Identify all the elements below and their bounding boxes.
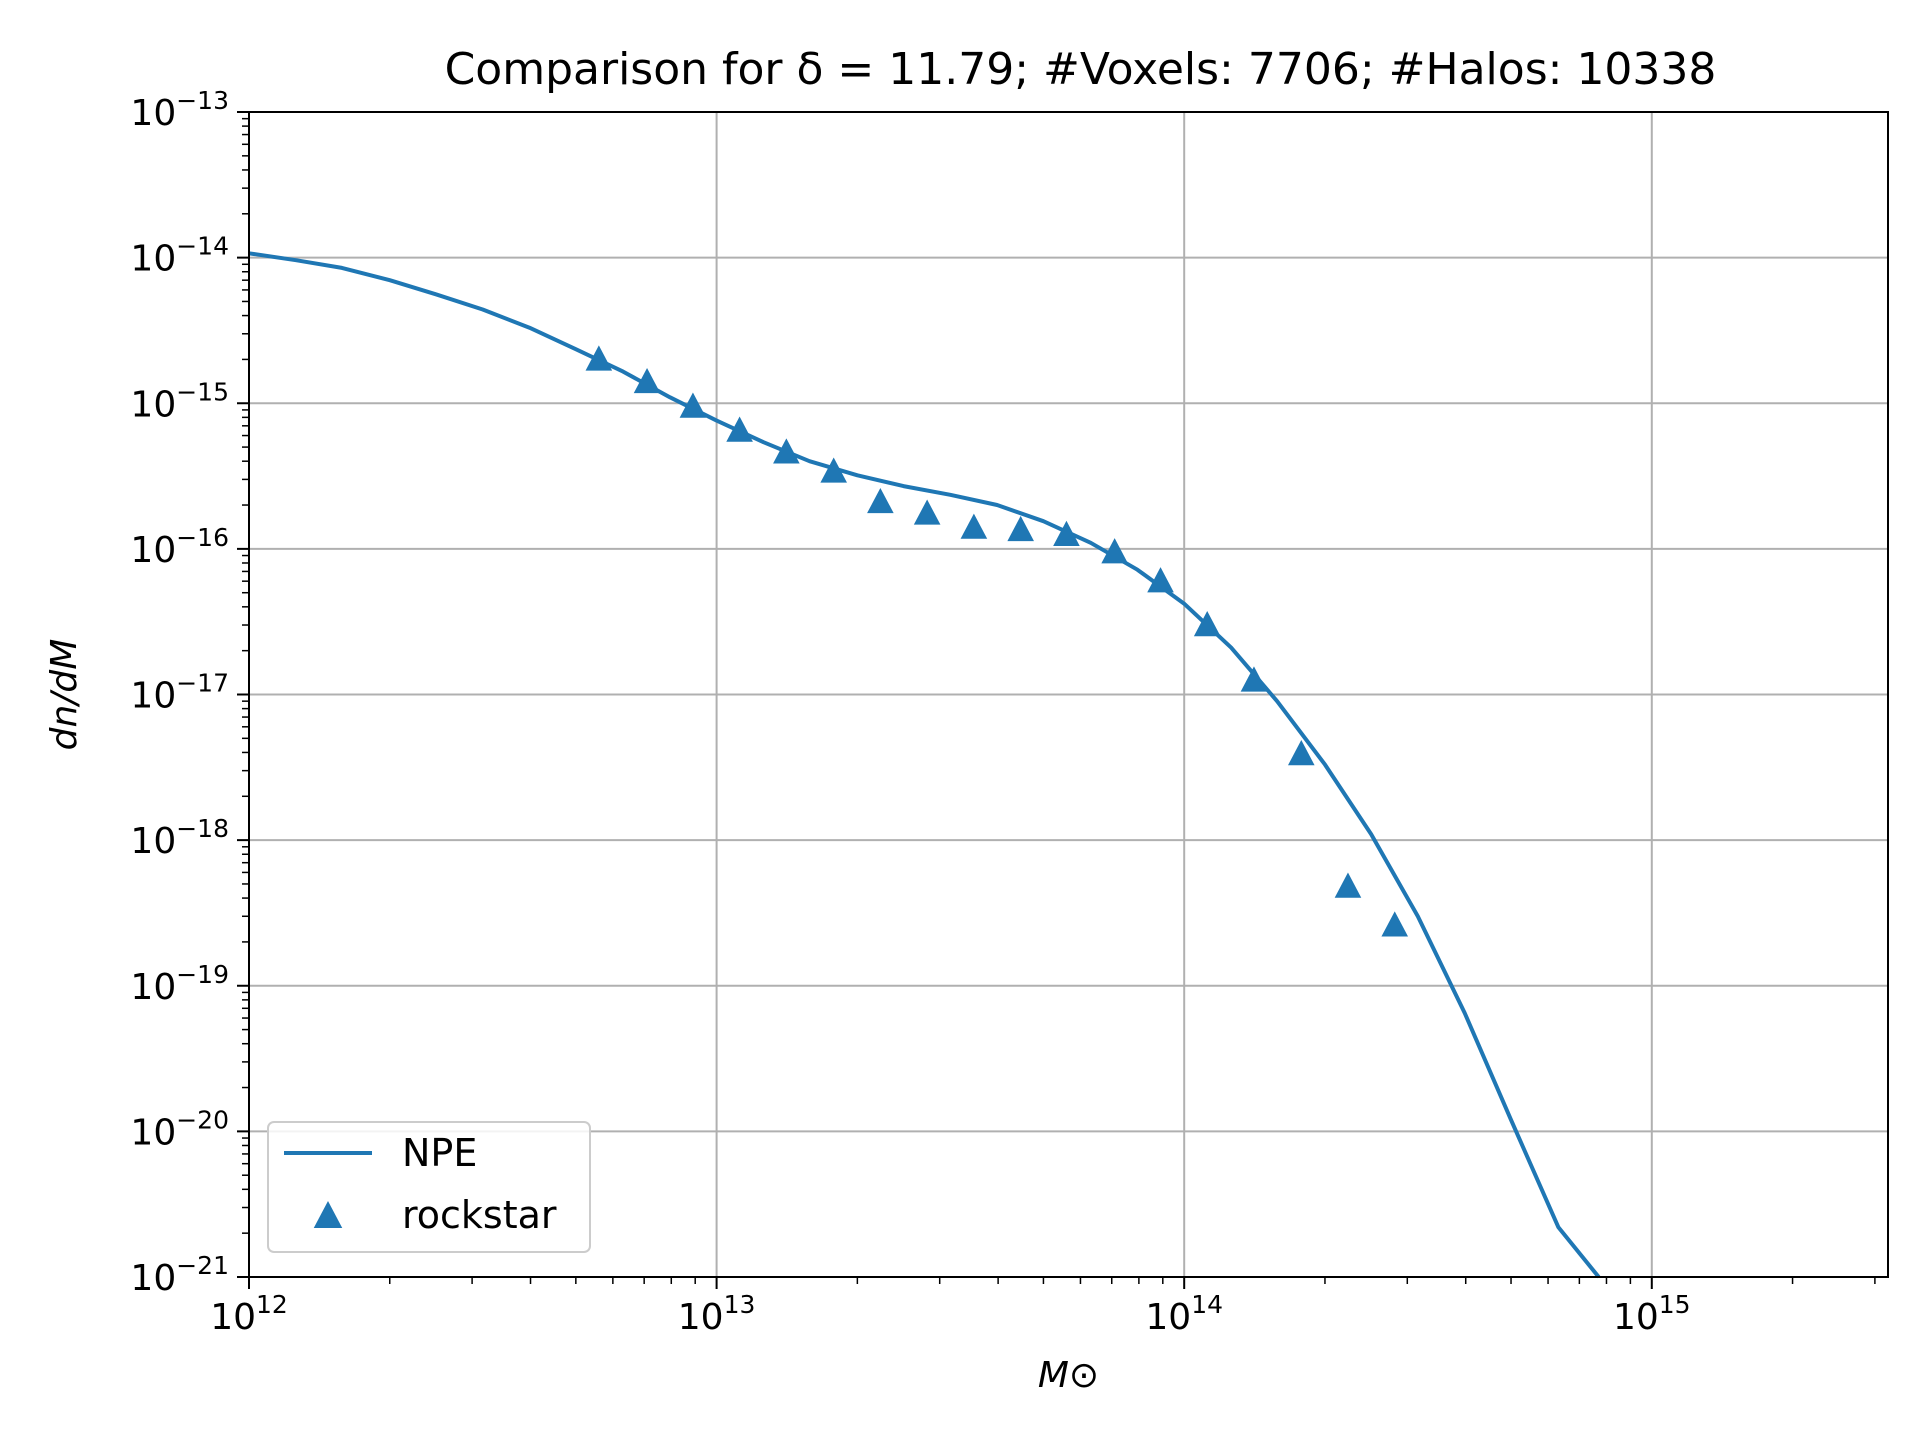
rockstar-marker: [1287, 740, 1315, 766]
rockstar-marker: [633, 367, 661, 394]
rockstar-marker: [585, 345, 613, 371]
rockstar-marker: [913, 499, 941, 525]
rockstar-marker: [1101, 538, 1128, 564]
y-tick-label: 10−15: [130, 377, 229, 425]
y-axis-label: dn/dM: [44, 639, 85, 751]
x-tick-label: 1015: [1613, 1290, 1691, 1338]
y-tick-label: 10−19: [130, 960, 229, 1008]
tick-labels: 1012 1013 1014 1015 10−13 10−14 10−15 10−16 10−1…: [130, 86, 1690, 1338]
legend-label-npe: NPE: [402, 1131, 477, 1175]
y-tick-label: 10−14: [130, 232, 229, 280]
series-line-npe: [248, 251, 1601, 1279]
grid: [249, 112, 1888, 1277]
rockstar-marker: [1147, 567, 1174, 593]
y-tick-label: 10−13: [130, 86, 229, 134]
rockstar-marker: [867, 487, 894, 514]
series-layer: [248, 251, 1601, 1279]
rockstar-marker: [1007, 515, 1034, 542]
rockstar-marker: [679, 392, 707, 418]
y-tick-label: 10−21: [130, 1251, 229, 1299]
x-tick-label: 1014: [1145, 1290, 1223, 1338]
chart-title: Comparison for δ = 11.79; #Voxels: 7706;…: [445, 44, 1717, 95]
legend: NPE rockstar: [267, 1121, 591, 1253]
legend-label-rockstar: rockstar: [402, 1193, 557, 1237]
rockstar-marker: [1193, 611, 1221, 637]
rockstar-marker: [820, 457, 847, 483]
y-tick-label: 10−20: [130, 1105, 229, 1153]
y-tick-label: 10−17: [130, 669, 229, 717]
x-tick-label: 1012: [210, 1290, 288, 1338]
rockstar-marker: [1334, 872, 1362, 898]
rockstar-marker: [773, 438, 800, 464]
rockstar-marker: [1053, 520, 1080, 546]
x-tick-label: 1013: [678, 1290, 756, 1338]
rockstar-marker: [1381, 911, 1409, 937]
legend-swatch-rockstar: [313, 1201, 343, 1228]
y-tick-label: 10−18: [130, 814, 229, 862]
rockstar-marker: [726, 416, 753, 442]
y-tick-label: 10−16: [130, 523, 229, 571]
ticks: [237, 111, 1876, 1289]
rockstar-marker: [960, 513, 988, 539]
x-axis-label: M⊙: [1038, 1355, 1099, 1396]
rockstar-marker: [1240, 666, 1268, 692]
